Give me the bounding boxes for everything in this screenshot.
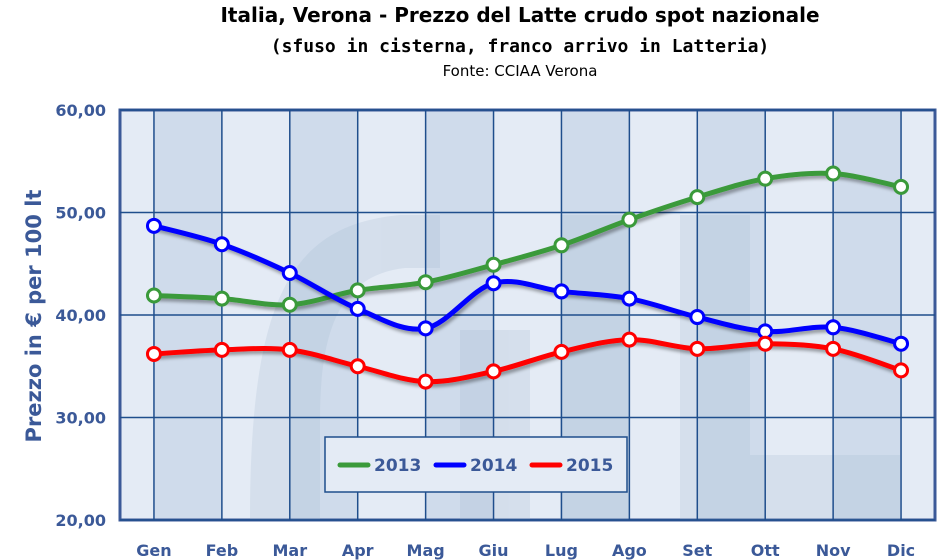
data-point-2014: [213, 236, 230, 253]
chart-subtitle: (sfuso in cisterna, franco arrivo in Lat…: [270, 36, 770, 57]
data-point-2014: [349, 300, 366, 317]
chart-title: Italia, Verona - Prezzo del Latte crudo …: [220, 3, 820, 27]
data-point-2015: [281, 341, 298, 358]
data-point-2013: [213, 290, 230, 307]
data-point-2013: [893, 178, 910, 195]
series-layer: [145, 165, 910, 390]
data-point-2014: [281, 264, 298, 281]
x-tick-label: Ago: [612, 541, 647, 560]
series-2013: [145, 165, 910, 313]
y-tick-label: 60,00: [55, 101, 106, 120]
x-tick-label: Ott: [751, 541, 780, 560]
x-tick-label: Apr: [342, 541, 374, 560]
data-point-2014: [893, 335, 910, 352]
x-tick-label: Mar: [272, 541, 307, 560]
x-tick-label: Mag: [407, 541, 445, 560]
data-point-2013: [349, 282, 366, 299]
x-tick-label: Dic: [887, 541, 915, 560]
data-point-2015: [213, 341, 230, 358]
x-tick-label: Feb: [206, 541, 239, 560]
x-tick-label: Gen: [136, 541, 171, 560]
data-point-2014: [825, 319, 842, 336]
legend-label-2013: 2013: [374, 456, 421, 476]
y-axis-label: Prezzo in € per 100 lt: [22, 190, 46, 443]
data-point-2014: [417, 320, 434, 337]
data-point-2015: [485, 363, 502, 380]
y-tick-label: 50,00: [55, 204, 106, 223]
data-point-2015: [349, 358, 366, 375]
data-point-2013: [553, 237, 570, 254]
data-point-2014: [485, 275, 502, 292]
data-point-2014: [621, 290, 638, 307]
data-point-2015: [417, 373, 434, 390]
data-point-2013: [621, 211, 638, 228]
data-point-2015: [553, 343, 570, 360]
data-point-2013: [757, 170, 774, 187]
x-tick-label: Giu: [479, 541, 509, 560]
chart-source: Fonte: CCIAA Verona: [442, 62, 598, 80]
legend-label-2015: 2015: [566, 456, 613, 476]
legend-label-2014: 2014: [470, 456, 517, 476]
data-point-2015: [825, 340, 842, 357]
data-point-2013: [281, 296, 298, 313]
data-point-2015: [621, 331, 638, 348]
data-point-2013: [145, 287, 162, 304]
data-point-2014: [553, 283, 570, 300]
legend-box: [324, 436, 628, 493]
data-point-2013: [485, 256, 502, 273]
x-tick-label: Lug: [545, 541, 578, 560]
y-tick-label: 30,00: [55, 409, 106, 428]
data-point-2013: [417, 274, 434, 291]
series-2014: [145, 217, 910, 352]
data-point-2015: [757, 335, 774, 352]
data-point-2015: [145, 345, 162, 362]
data-point-2015: [893, 362, 910, 379]
y-tick-label: 20,00: [55, 511, 106, 530]
x-tick-label: Set: [682, 541, 712, 560]
data-point-2015: [689, 340, 706, 357]
data-point-2014: [145, 217, 162, 234]
data-point-2013: [689, 189, 706, 206]
series-2015: [145, 331, 910, 390]
data-point-2013: [825, 165, 842, 182]
x-tick-label: Nov: [816, 541, 851, 560]
data-point-2014: [689, 309, 706, 326]
legend: 2013 2014 2015: [324, 436, 628, 493]
axis-labels: 20,00 30,00 40,00 50,00 60,00 Gen Feb Mar Apr Mag…: [55, 101, 915, 560]
y-tick-label: 40,00: [55, 306, 106, 325]
